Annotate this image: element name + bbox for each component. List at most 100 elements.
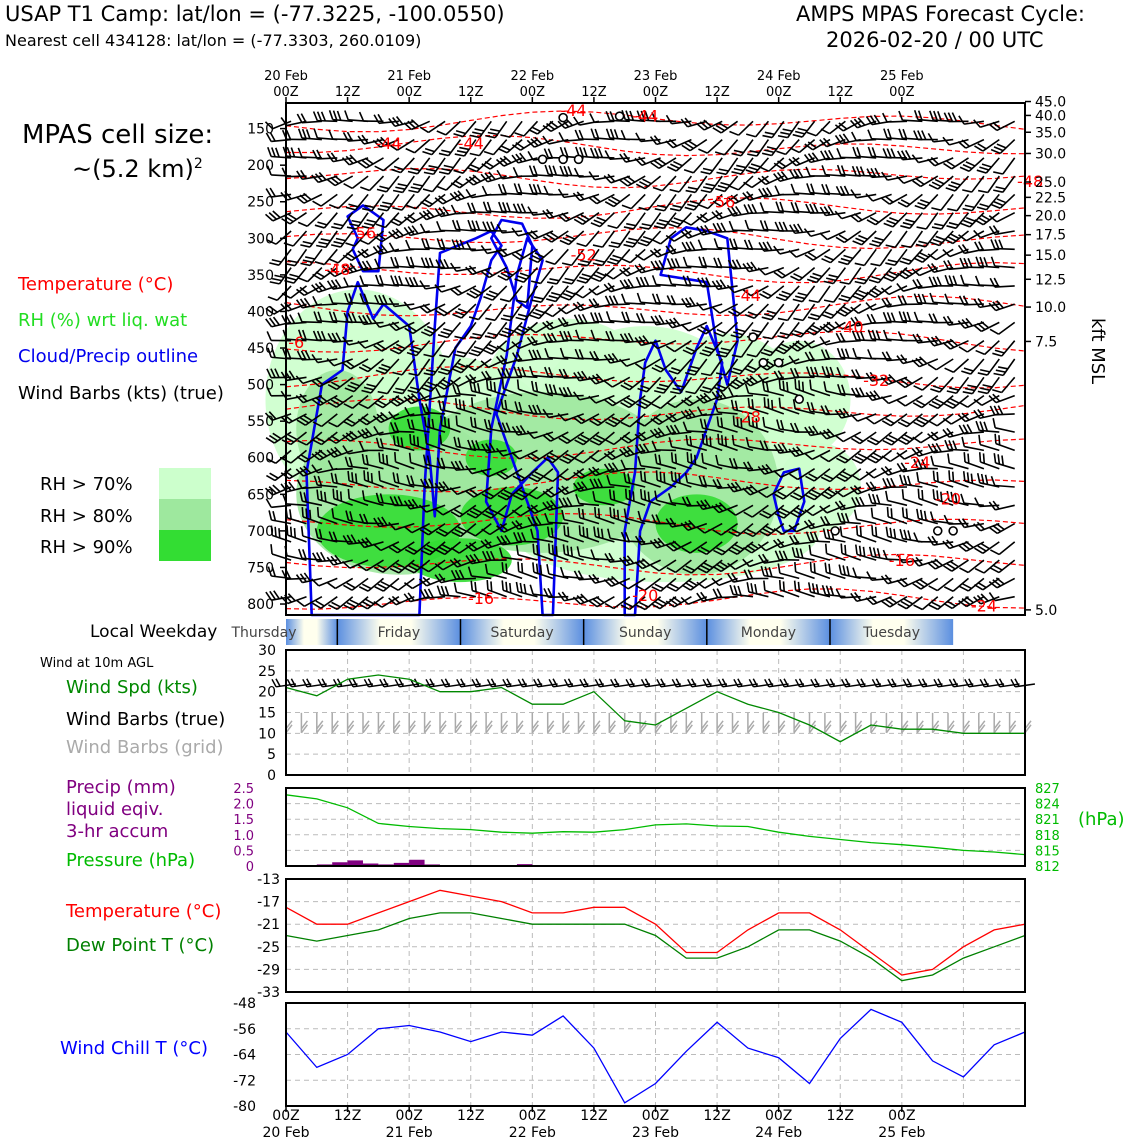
wind-barb bbox=[342, 336, 369, 346]
wind-barb-shaft bbox=[364, 479, 384, 488]
wind-barb-feather bbox=[958, 295, 965, 306]
wind-barb-shaft bbox=[332, 157, 353, 163]
wind-barb bbox=[577, 248, 600, 267]
wind-barb-feather bbox=[821, 257, 831, 264]
wind-barb-feather bbox=[826, 428, 835, 437]
wind-barb-shaft bbox=[335, 394, 354, 408]
wind-barb bbox=[670, 452, 692, 470]
wind-barb-feather bbox=[884, 375, 893, 384]
wind-barb-feather bbox=[834, 134, 842, 144]
wind-barb-shaft bbox=[951, 559, 969, 572]
wind-barb-feather bbox=[267, 347, 272, 358]
wind-barb-feather bbox=[634, 433, 644, 442]
wind-barb-feather bbox=[866, 219, 876, 226]
wind-barb-shaft bbox=[426, 442, 446, 452]
wind-barb-feather bbox=[465, 555, 473, 565]
wind-barb-feather bbox=[466, 364, 476, 372]
wind-barb bbox=[728, 303, 754, 317]
wind-barb-shaft bbox=[640, 464, 661, 470]
wind-barb bbox=[747, 397, 769, 415]
wind-barb-shaft bbox=[660, 394, 677, 409]
wind-barb-feather bbox=[268, 411, 277, 420]
wind-barb bbox=[605, 311, 630, 324]
wind-barb-feather bbox=[736, 416, 739, 427]
wind-barb bbox=[542, 332, 569, 344]
wind-barb-feather bbox=[542, 236, 553, 243]
wind-barb bbox=[511, 449, 538, 460]
wind-barb bbox=[358, 111, 384, 123]
wind-barb-feather bbox=[435, 387, 442, 398]
wind-barb bbox=[328, 110, 353, 123]
wind-barb-feather bbox=[388, 297, 396, 307]
wind-barb-feather bbox=[458, 569, 465, 580]
wind-barb bbox=[270, 544, 292, 561]
wind-barb-shaft bbox=[599, 212, 615, 228]
wind-barb-feather bbox=[703, 562, 714, 569]
wind-barb-feather bbox=[517, 313, 528, 318]
wind-barb bbox=[406, 474, 430, 488]
wind-barb-feather bbox=[639, 489, 643, 499]
wind-barb-shaft bbox=[877, 267, 893, 284]
wind-barb-feather bbox=[859, 166, 865, 176]
wind-barb bbox=[558, 386, 584, 398]
wind-barb bbox=[466, 285, 492, 299]
wind-barb bbox=[438, 139, 462, 157]
wind-barb-shaft bbox=[934, 559, 954, 570]
wind-barb-feather bbox=[512, 475, 522, 482]
wind-barb-feather bbox=[577, 507, 581, 518]
wind-barb-feather bbox=[528, 257, 539, 264]
wind-barb bbox=[311, 171, 338, 184]
wind-barb bbox=[975, 256, 1000, 269]
wind-barb-feather bbox=[403, 396, 412, 405]
wind-barb-feather bbox=[870, 263, 881, 267]
wind-barb bbox=[746, 340, 770, 358]
wind-barb-feather bbox=[330, 381, 341, 388]
wind-barb-feather bbox=[746, 544, 756, 552]
legend-wind-speed: Wind Spd (kts) bbox=[66, 677, 198, 698]
wind-barb-shaft bbox=[563, 504, 584, 508]
wind-barb-shaft bbox=[763, 210, 784, 214]
wind-barb-feather bbox=[822, 137, 832, 146]
wind-barb bbox=[526, 230, 554, 240]
wind-barb-feather bbox=[731, 572, 738, 582]
wind-barb-feather bbox=[688, 140, 698, 147]
wind-barb-feather bbox=[669, 583, 680, 590]
wind-barb bbox=[497, 504, 523, 519]
wind-barb-shaft bbox=[550, 120, 569, 133]
wind-barb-shaft bbox=[494, 303, 508, 321]
wind-barb-feather bbox=[449, 288, 459, 296]
wind-barb-feather bbox=[271, 277, 282, 282]
wind-barb bbox=[604, 150, 630, 161]
wind-barb-feather bbox=[603, 452, 613, 461]
wind-barb-feather bbox=[468, 265, 477, 274]
wind-barb bbox=[562, 544, 584, 561]
wind-barb-feather bbox=[546, 122, 555, 130]
wind-barb-feather bbox=[653, 389, 664, 394]
wind-barb bbox=[295, 465, 323, 477]
wind-barb-feather bbox=[357, 564, 367, 572]
wind-barb-shaft bbox=[333, 517, 353, 525]
wind-barb-feather bbox=[716, 328, 727, 335]
wind-barb-feather bbox=[576, 279, 587, 284]
wind-barb bbox=[403, 393, 431, 405]
wind-barb-shaft bbox=[627, 175, 646, 187]
wind-barb bbox=[360, 175, 385, 192]
wind-barb-shaft bbox=[798, 266, 816, 282]
wind-barb bbox=[298, 267, 323, 283]
wind-barb bbox=[619, 266, 646, 277]
wind-barb-feather bbox=[880, 376, 889, 385]
wind-barb-shaft bbox=[995, 462, 1015, 470]
wind-barb bbox=[869, 230, 893, 248]
wind-barb bbox=[685, 376, 708, 395]
wind-barb-feather bbox=[420, 257, 426, 267]
wind-barb-shaft bbox=[425, 247, 446, 251]
wind-barb-feather bbox=[789, 367, 796, 378]
wind-barb bbox=[342, 430, 369, 442]
wind-barb-feather bbox=[911, 154, 919, 164]
legend-wind-barbs: Wind Barbs (kts) (true) bbox=[18, 383, 224, 404]
temperature-contour bbox=[285, 365, 1026, 389]
wind-barb-feather bbox=[426, 544, 437, 551]
wind-barb-feather bbox=[880, 287, 890, 296]
wind-barb-feather bbox=[296, 170, 303, 180]
wind-barb bbox=[418, 504, 446, 513]
